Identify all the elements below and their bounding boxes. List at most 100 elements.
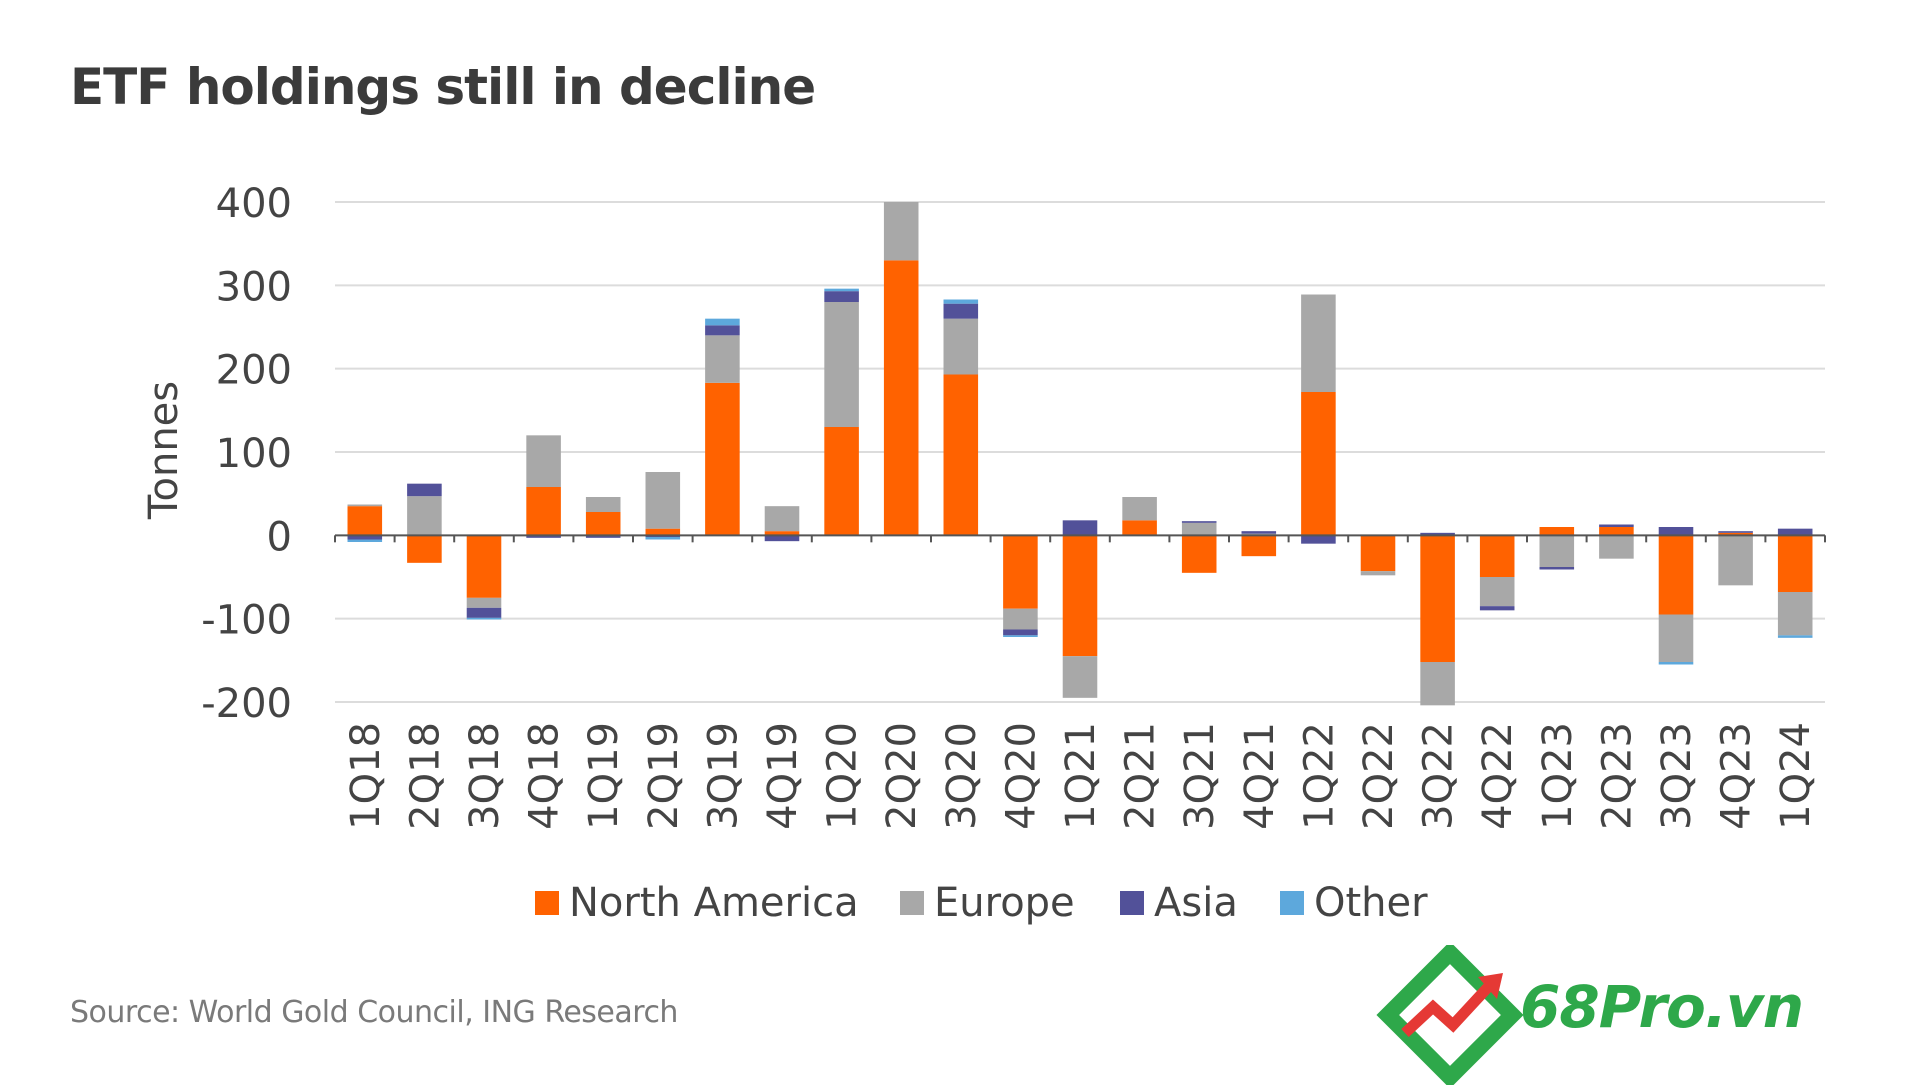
bar-asia-2Q18 [407,483,442,497]
bar-europe-2Q20 [883,202,919,261]
bar-north-america-3Q21 [1181,535,1217,573]
x-tick-label: 1Q21 [1058,722,1104,830]
bar-asia-4Q22 [1479,606,1515,611]
x-tick-label: 3Q23 [1654,722,1700,830]
bar-north-america-4Q19 [764,531,800,536]
x-tick-label: 4Q20 [998,722,1044,830]
bar-north-america-4Q21 [1241,535,1277,557]
bar-north-america-2Q19 [645,528,681,536]
bar-north-america-2Q18 [407,535,442,563]
x-tick-label: 4Q18 [522,722,568,830]
bar-north-america-2Q20 [883,260,919,536]
x-axis-ticks: 1Q18 2Q18 3Q18 4Q18 1Q19 2Q19 3Q19 4Q19 1Q20 2Q20… [343,722,1819,830]
bars [347,202,1813,706]
bar-other-2Q19 [645,537,681,540]
bar-asia-1Q20 [824,291,859,302]
bar-asia-1Q22 [1301,535,1336,544]
bar-europe-1Q21 [1062,656,1098,698]
bar-europe-3Q22 [1420,662,1455,706]
x-tick-label: 2Q23 [1594,722,1640,830]
bar-europe-1Q20 [824,302,859,427]
bar-other-1Q24 [1777,635,1813,638]
bar-europe-1Q19 [585,497,621,512]
bar-north-america-3Q20 [943,374,979,536]
bar-asia-1Q19 [585,535,621,538]
legend-label: Asia [1154,880,1238,926]
legend-swatch [900,891,924,915]
bar-north-america-1Q18 [347,506,383,536]
bar-europe-2Q19 [645,472,681,529]
bar-north-america-2Q23 [1599,527,1634,536]
bar-north-america-1Q23 [1539,527,1575,536]
x-tick-label: 2Q22 [1356,722,1402,830]
bar-asia-4Q20 [1003,629,1038,636]
bar-north-america-4Q20 [1003,535,1038,609]
bar-other-3Q18 [466,617,502,620]
bar-europe-1Q24 [1777,592,1813,636]
x-tick-label: 1Q18 [343,722,389,830]
bar-north-america-3Q18 [466,535,502,598]
bar-asia-3Q23 [1658,527,1694,536]
x-tick-label: 2Q21 [1118,722,1164,830]
bar-north-america-1Q24 [1777,535,1813,592]
bar-other-4Q20 [1003,635,1038,637]
x-tick-label: 1Q20 [820,722,866,830]
bar-asia-4Q21 [1241,531,1277,534]
bar-asia-1Q21 [1062,520,1098,536]
x-tick-label: 3Q22 [1416,722,1462,830]
watermark-text: 68Pro.vn [1520,973,1804,1041]
bar-asia-4Q19 [764,535,800,542]
legend-swatch [1120,891,1144,915]
bar-north-america-4Q18 [526,487,561,536]
legend: North America Europe Asia Other [535,880,1428,926]
bar-asia-2Q23 [1599,524,1634,527]
x-tick-label: 3Q18 [462,722,508,830]
bar-north-america-2Q22 [1360,535,1396,572]
bar-europe-1Q18 [347,504,383,507]
gridlines [335,201,1825,703]
bar-asia-4Q18 [526,535,561,538]
x-tick-label: 2Q20 [879,722,925,830]
x-tick-label: 4Q22 [1475,722,1521,830]
bar-europe-3Q21 [1181,522,1217,536]
bar-europe-4Q18 [526,435,561,487]
legend-swatch [1280,891,1304,915]
bar-asia-3Q21 [1181,521,1217,523]
x-tick-label: 1Q24 [1773,722,1819,830]
bar-other-3Q20 [943,299,979,304]
x-tick-label: 1Q22 [1296,722,1342,830]
bar-europe-1Q23 [1539,535,1575,567]
y-axis-ticks: 400 300 200 100 0 -100 -200 [201,181,292,727]
bar-north-america-4Q22 [1479,535,1515,577]
bar-asia-3Q22 [1420,532,1455,536]
x-tick-label: 4Q23 [1714,722,1760,830]
bar-europe-4Q23 [1718,535,1753,586]
bar-north-america-1Q22 [1301,392,1336,536]
x-tick-label: 2Q18 [402,722,448,830]
bar-asia-3Q20 [943,303,979,319]
bar-other-3Q23 [1658,662,1694,665]
y-tick-label: 0 [267,514,292,560]
legend-label: Europe [934,880,1075,926]
bar-other-1Q20 [824,288,859,292]
bar-north-america-4Q23 [1718,532,1753,536]
x-tick-label: 3Q20 [939,722,985,830]
x-tick-label: 4Q19 [760,722,806,830]
bar-asia-3Q19 [705,325,740,336]
bar-asia-4Q23 [1718,531,1753,533]
bar-north-america-3Q22 [1420,535,1455,662]
bar-europe-4Q19 [764,506,800,532]
bar-north-america-3Q23 [1658,535,1694,615]
y-tick-label: 100 [216,431,292,477]
y-tick-label: 400 [216,181,292,227]
chart-title: ETF holdings still in decline [70,58,816,116]
x-tick-label: 4Q21 [1237,722,1283,830]
y-tick-label: -100 [201,598,292,644]
bar-asia-1Q23 [1539,567,1575,570]
x-tick-label: 3Q21 [1177,722,1223,830]
x-tick-label: 1Q23 [1535,722,1581,830]
legend-label: North America [569,880,859,926]
x-tick-label: 1Q19 [581,722,627,830]
y-tick-label: -200 [201,681,292,727]
x-axis-line [334,534,1826,543]
